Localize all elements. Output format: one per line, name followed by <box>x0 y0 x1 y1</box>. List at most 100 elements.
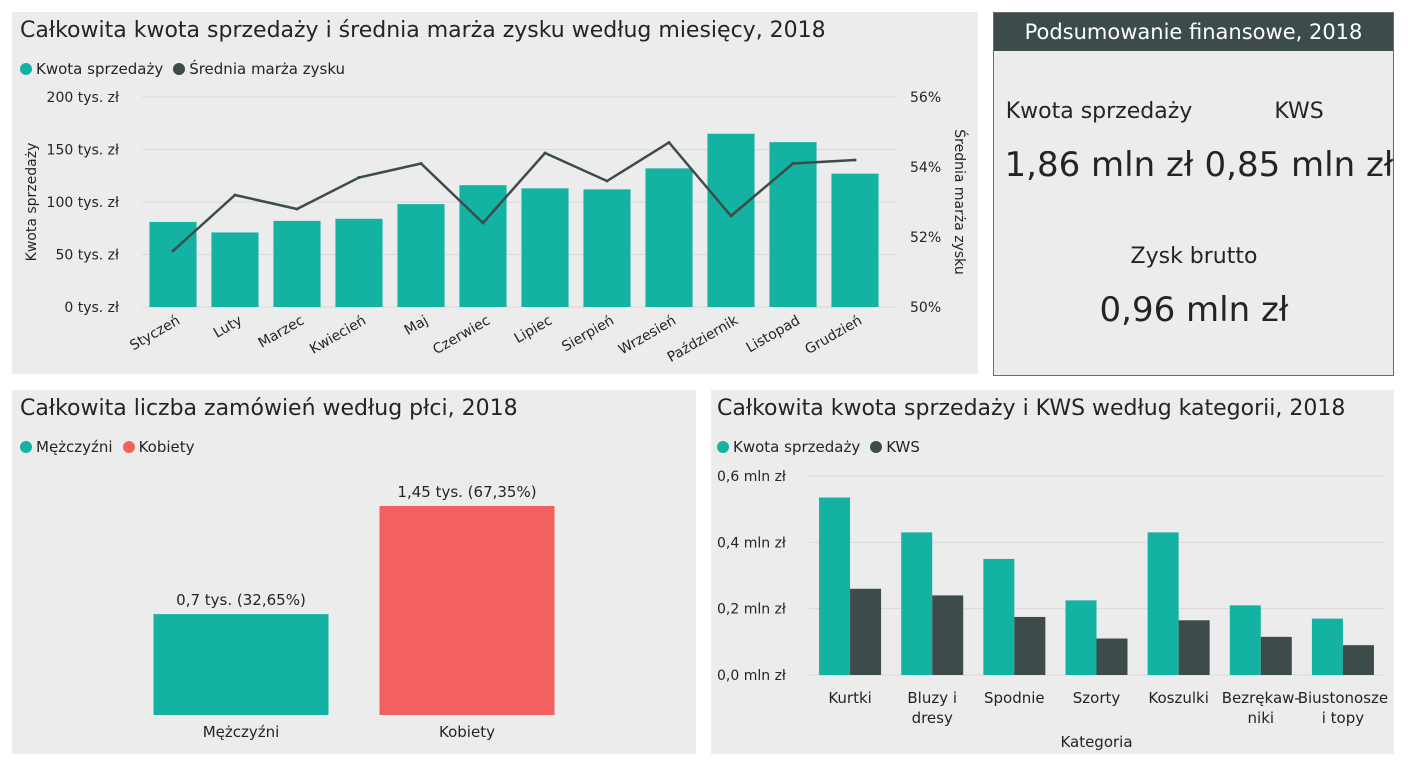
bar-sales <box>1311 618 1343 675</box>
y2-tick-label: 50% <box>910 300 941 316</box>
x-tick-label: Luty <box>211 313 245 342</box>
y-tick-label: 0,4 mln zł <box>717 535 786 551</box>
point-margin <box>481 221 485 225</box>
gender-orders-panel: Całkowita liczba zamówień według płci, 2… <box>12 390 696 754</box>
bar-sales <box>1065 600 1097 675</box>
financial-summary-panel: Podsumowanie finansowe, 2018 Kwota sprze… <box>993 12 1394 376</box>
bar-sales <box>273 220 321 307</box>
point-margin <box>357 176 361 179</box>
point-margin <box>791 162 795 165</box>
legend-item-margin[interactable]: Średnia marża zysku <box>173 60 345 78</box>
bar-cogs <box>1260 636 1292 675</box>
x-tick-label: Styczeń <box>127 313 183 354</box>
profit-kpi-label: Zysk brutto <box>1130 244 1258 269</box>
sales-kpi-value: 1,86 mln zł <box>1004 145 1194 185</box>
bar-cogs <box>1014 616 1046 675</box>
x-tick-label: dresy <box>912 709 953 727</box>
bar-sales <box>397 204 445 307</box>
legend-marker-men <box>20 441 32 453</box>
y-tick-label: 0,6 mln zł <box>717 469 786 485</box>
bar-cogs <box>1178 620 1210 675</box>
y2-tick-label: 54% <box>910 160 941 176</box>
x-tick-label: Bezrękaw- <box>1222 689 1300 707</box>
bar-cogs <box>1342 645 1374 675</box>
y2-tick-label: 52% <box>910 230 941 246</box>
monthly-legend: Kwota sprzedaży Średnia marża zysku <box>20 60 355 78</box>
legend-label-cat-sales: Kwota sprzedaży <box>733 438 861 456</box>
bar-orders <box>379 506 555 715</box>
legend-label-sales: Kwota sprzedaży <box>36 60 164 78</box>
x-tick-label: Kwiecień <box>307 313 369 358</box>
y-tick-label: 150 tys. zł <box>47 143 119 159</box>
x-tick-label: Koszulki <box>1148 689 1208 707</box>
x-tick-label: Bluzy i <box>907 689 957 707</box>
point-margin <box>729 214 733 218</box>
monthly-chart: 0 tys. zł 50 tys. zł 100 tys. zł 150 tys. z… <box>24 90 969 366</box>
sales-kpi-label: Kwota sprzedaży <box>1005 99 1193 124</box>
legend-marker-cat-cogs <box>870 441 883 453</box>
bar-sales <box>707 133 755 307</box>
legend-marker-sales <box>20 63 32 75</box>
category-chart-title: Całkowita kwota sprzedaży i KWS według k… <box>717 396 1346 421</box>
legend-marker-women <box>122 441 135 453</box>
legend-item-cat-sales[interactable]: Kwota sprzedaży <box>717 438 860 456</box>
bar-orders <box>153 614 329 715</box>
y-tick-label: 100 tys. zł <box>47 195 119 211</box>
x-tick-label: niki <box>1248 709 1275 727</box>
bar-sales <box>1147 532 1179 675</box>
point-margin <box>853 158 857 162</box>
x-tick-label: Marzec <box>256 313 307 352</box>
monthly-chart-title: Całkowita kwota sprzedaży i średnia marż… <box>20 18 826 43</box>
bar-sales <box>211 232 259 307</box>
point-margin <box>295 207 299 211</box>
x-tick-label: Sierpień <box>559 313 617 356</box>
bar-cogs <box>1096 638 1128 675</box>
profit-kpi-value: 0,96 mln zł <box>1099 290 1289 330</box>
point-margin <box>543 151 547 155</box>
point-margin <box>171 249 175 253</box>
line-margin <box>172 140 856 252</box>
legend-item-sales[interactable]: Kwota sprzedaży <box>20 60 163 78</box>
x-tick-label: Szorty <box>1073 689 1121 707</box>
bar-sales <box>1229 605 1261 675</box>
summary-header: Podsumowanie finansowe, 2018 <box>994 13 1393 51</box>
data-label: 1,45 tys. (67,35%) <box>397 483 536 501</box>
y-tick-label: 0,0 mln zł <box>717 668 786 684</box>
x-tick-label: Kobiety <box>439 723 495 741</box>
x-tick-label: Listopad <box>744 313 803 357</box>
y-tick-label: 0 tys. zł <box>64 300 119 316</box>
bar-sales <box>901 532 933 675</box>
bar-sales <box>521 188 569 307</box>
legend-item-cat-cogs[interactable]: KWS <box>870 438 920 456</box>
legend-label-men: Mężczyźni <box>36 438 113 456</box>
point-margin <box>667 141 671 144</box>
y-axis-title: Kwota sprzedaży <box>24 143 40 262</box>
x-axis-title: Kategoria <box>1060 733 1132 751</box>
bar-sales <box>831 173 879 307</box>
legend-label-women: Kobiety <box>138 438 195 456</box>
point-margin <box>419 162 423 165</box>
y2-axis-title: Średnia marża zysku <box>951 129 969 274</box>
x-tick-label: Spodnie <box>984 689 1045 707</box>
gender-legend: Mężczyźni Kobiety <box>20 438 205 456</box>
x-tick-label: Biustonosze <box>1298 689 1388 707</box>
category-legend: Kwota sprzedaży KWS <box>717 438 930 456</box>
category-chart: 0,0 mln zł 0,2 mln zł 0,4 mln zł 0,6 mln zł… <box>717 469 1388 751</box>
legend-label-cat-cogs: KWS <box>886 438 920 456</box>
gender-chart-title: Całkowita liczba zamówień według płci, 2… <box>20 396 518 421</box>
legend-marker-margin <box>173 63 186 75</box>
data-label: 0,7 tys. (32,65%) <box>176 591 306 609</box>
bar-sales <box>335 218 383 307</box>
legend-item-men[interactable]: Mężczyźni <box>20 438 113 456</box>
x-tick-label: Maj <box>402 313 431 339</box>
monthly-sales-panel: Całkowita kwota sprzedaży i średnia marż… <box>12 12 978 374</box>
bar-sales <box>983 558 1015 675</box>
bar-cogs <box>932 595 964 675</box>
y2-tick-label: 56% <box>910 90 941 106</box>
x-tick-label: Październik <box>665 312 742 366</box>
x-tick-label: Lipiec <box>512 313 555 347</box>
x-tick-label: Mężczyźni <box>203 723 280 741</box>
legend-item-women[interactable]: Kobiety <box>122 438 195 456</box>
bar-cogs <box>850 588 882 675</box>
cogs-kpi-value: 0,85 mln zł <box>1204 145 1394 185</box>
